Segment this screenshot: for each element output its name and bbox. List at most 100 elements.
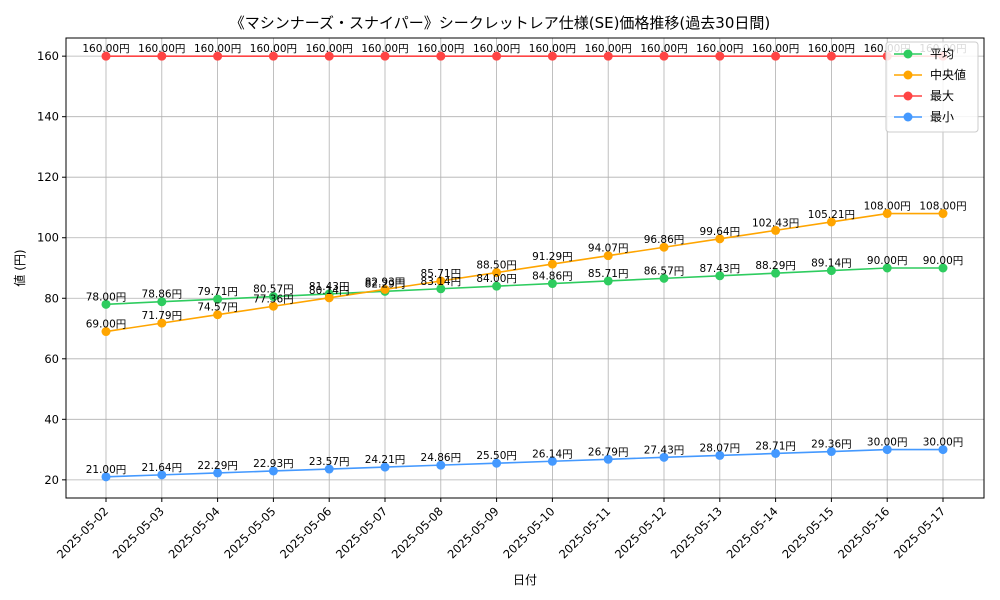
data-label: 80.57円 [253, 284, 294, 296]
data-point [380, 284, 390, 294]
data-point [101, 51, 111, 61]
x-tick-label: 2025-05-15 [779, 504, 836, 561]
data-label: 160.00円 [306, 43, 353, 55]
data-label: 22.93円 [253, 458, 294, 470]
data-point [938, 263, 948, 273]
data-point [826, 217, 836, 227]
data-point [547, 51, 557, 61]
y-tick-label: 80 [44, 291, 59, 305]
data-point [826, 447, 836, 457]
data-point [882, 209, 892, 219]
data-label: 160.00円 [194, 43, 241, 55]
x-axis-ticks: 2025-05-022025-05-032025-05-042025-05-05… [54, 498, 948, 561]
data-label: 160.00円 [696, 43, 743, 55]
data-point [492, 281, 502, 291]
data-label: 90.00円 [923, 255, 964, 267]
data-labels: 78.00円 78.86円 79.71円 80.57円 81.43円 82.29円 83.1… [82, 43, 966, 476]
y-tick-label: 160 [37, 49, 59, 63]
data-point [436, 284, 446, 294]
data-point [324, 464, 334, 474]
x-tick-label: 2025-05-08 [389, 504, 446, 561]
x-tick-label: 2025-05-17 [891, 504, 948, 561]
chart-title: 《マシンナーズ・スナイパー》シークレットレア仕様(SE)価格推移(過去30日間) [230, 14, 770, 32]
data-label: 83.14円 [421, 276, 462, 288]
data-label: 99.64円 [700, 226, 741, 238]
data-label: 160.00円 [529, 43, 576, 55]
data-label: 28.07円 [700, 442, 741, 454]
data-label: 85.71円 [421, 268, 462, 280]
data-label: 160.00円 [82, 43, 129, 55]
data-point [436, 276, 446, 286]
data-label: 21.00円 [86, 464, 127, 476]
data-point [603, 51, 613, 61]
data-label: 77.36円 [253, 293, 294, 305]
data-label: 29.36円 [811, 439, 852, 451]
data-label: 26.14円 [532, 448, 573, 460]
data-label: 160.00円 [250, 43, 297, 55]
x-tick-label: 2025-05-07 [333, 504, 390, 561]
data-label: 81.43円 [309, 281, 350, 293]
data-label: 108.00円 [919, 201, 966, 213]
y-tick-label: 20 [44, 473, 59, 487]
data-label: 80.14円 [309, 285, 350, 297]
data-label: 91.29円 [532, 251, 573, 263]
x-tick-label: 2025-05-11 [556, 504, 613, 561]
data-point [882, 445, 892, 455]
data-point [436, 460, 446, 470]
data-label: 28.71円 [755, 440, 796, 452]
y-tick-label: 60 [44, 352, 59, 366]
data-point [771, 448, 781, 458]
data-label: 96.86円 [644, 234, 685, 246]
data-label: 84.00円 [476, 273, 517, 285]
data-label: 30.00円 [867, 437, 908, 449]
data-label: 108.00円 [864, 201, 911, 213]
series-line [105, 267, 943, 306]
data-label: 105.21円 [808, 209, 855, 221]
legend-swatch-marker [903, 112, 913, 122]
data-point [213, 51, 223, 61]
data-point [380, 462, 390, 472]
y-tick-label: 120 [37, 170, 59, 184]
data-point [547, 259, 557, 269]
data-label: 160.00円 [808, 43, 855, 55]
data-label: 78.86円 [142, 289, 183, 301]
data-label: 84.86円 [532, 271, 573, 283]
legend-entry: 中央値 [930, 67, 966, 82]
series-line [105, 212, 943, 333]
data-point [101, 327, 111, 337]
data-point [603, 251, 613, 261]
data-label: 86.57円 [644, 265, 685, 277]
x-tick-label: 2025-05-09 [445, 504, 502, 561]
data-point [659, 51, 669, 61]
x-tick-label: 2025-05-12 [612, 504, 669, 561]
data-label: 23.57円 [309, 456, 350, 468]
data-point [882, 263, 892, 273]
legend-swatch-marker [903, 70, 913, 80]
y-tick-label: 100 [37, 231, 59, 245]
data-label: 30.00円 [923, 437, 964, 449]
data-label: 160.00円 [138, 43, 185, 55]
data-point [659, 452, 669, 462]
data-point [101, 472, 111, 482]
data-point [213, 468, 223, 478]
data-point [268, 301, 278, 311]
data-point [547, 279, 557, 289]
data-point [157, 51, 167, 61]
data-label: 90.00円 [867, 255, 908, 267]
data-point [101, 299, 111, 309]
y-axis-label: 値 (円) [12, 249, 27, 286]
data-point [771, 225, 781, 235]
data-label: 78.00円 [86, 291, 127, 303]
data-point [492, 458, 502, 468]
data-point [715, 234, 725, 244]
data-label: 160.00円 [473, 43, 520, 55]
data-point [771, 268, 781, 278]
data-label: 24.86円 [421, 452, 462, 464]
y-tick-label: 140 [37, 110, 59, 124]
data-label: 160.00円 [417, 43, 464, 55]
legend-entry: 平均 [930, 47, 954, 61]
data-label: 82.93円 [365, 276, 406, 288]
data-label: 69.00円 [86, 319, 127, 331]
data-label: 94.07円 [588, 243, 629, 255]
